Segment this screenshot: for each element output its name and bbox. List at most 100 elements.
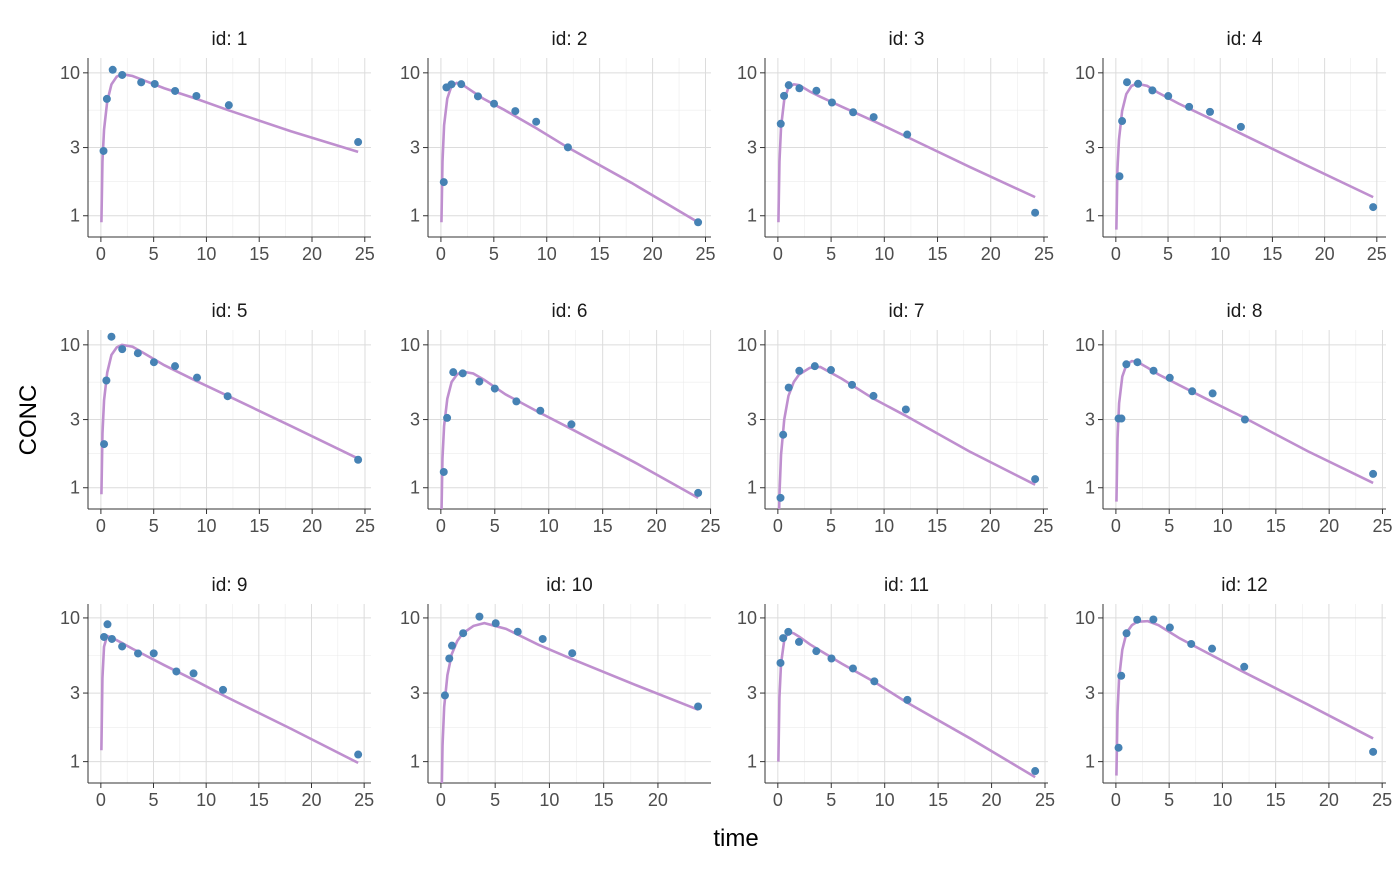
data-point	[1031, 767, 1040, 776]
x-tick-label: 10	[197, 516, 217, 536]
data-point	[354, 138, 363, 147]
x-tick-label: 10	[875, 790, 895, 810]
panel: 1 3 10 0 5 10 15 20 25 id: 2	[400, 29, 716, 264]
y-tick-label: 3	[1085, 138, 1095, 158]
data-point	[102, 376, 111, 385]
data-point	[443, 413, 452, 422]
data-point	[870, 677, 879, 686]
x-tick-label: 20	[648, 790, 668, 810]
data-point	[102, 94, 111, 103]
data-point	[149, 358, 158, 367]
x-tick-label: 15	[249, 244, 269, 264]
x-tick-label: 5	[490, 516, 500, 536]
x-tick-label: 15	[594, 790, 614, 810]
y-tick-label: 10	[737, 63, 757, 83]
data-point	[1236, 122, 1245, 131]
data-point	[848, 664, 857, 673]
data-point	[490, 384, 499, 393]
y-tick-label: 3	[747, 410, 757, 430]
data-point	[1117, 414, 1126, 423]
x-tick-label: 5	[149, 244, 159, 264]
x-tick-label: 15	[590, 244, 610, 264]
panel-title: id: 1	[212, 29, 248, 50]
x-tick-label: 15	[249, 516, 269, 536]
y-tick-label: 3	[747, 683, 757, 703]
x-tick-label: 25	[1372, 516, 1392, 536]
data-point	[189, 669, 198, 678]
y-tick-label: 3	[410, 410, 420, 430]
data-point	[1369, 747, 1378, 756]
data-point	[133, 349, 142, 358]
x-tick-label: 10	[537, 244, 557, 264]
data-point	[193, 373, 202, 382]
data-point	[827, 98, 836, 107]
x-tick-label: 0	[1111, 244, 1121, 264]
data-point	[1134, 79, 1143, 88]
x-tick-label: 20	[981, 244, 1001, 264]
x-tick-label: 20	[302, 244, 322, 264]
x-tick-label: 0	[96, 244, 106, 264]
panel-title: id: 10	[546, 575, 592, 596]
data-point	[694, 488, 703, 497]
data-point	[224, 101, 233, 110]
x-tick-label: 10	[874, 244, 894, 264]
x-tick-label: 20	[301, 790, 321, 810]
data-point	[1240, 415, 1249, 424]
x-tick-label: 15	[249, 790, 269, 810]
panel-title: id: 7	[889, 301, 925, 322]
data-point	[354, 750, 363, 759]
x-tick-label: 5	[149, 790, 159, 810]
data-point	[1114, 743, 1123, 752]
data-point	[780, 91, 789, 100]
panel: 1 3 10 0 5 10 15 20 25 id: 8	[1075, 301, 1393, 536]
data-point	[794, 637, 803, 646]
data-point	[784, 627, 793, 636]
data-point	[1133, 615, 1142, 624]
data-point	[1369, 203, 1378, 212]
panel: 1 3 10 0 5 10 15 20 25 id: 5	[60, 301, 375, 536]
panel-title: id: 4	[1227, 29, 1263, 50]
data-point	[118, 70, 127, 79]
x-tick-label: 0	[773, 790, 783, 810]
data-point	[869, 391, 878, 400]
data-point	[849, 108, 858, 117]
panel: 1 3 10 0 5 10 15 20 25 id: 11	[737, 575, 1055, 810]
data-point	[103, 620, 112, 629]
y-tick-label: 10	[737, 335, 757, 355]
x-tick-label: 20	[1315, 244, 1335, 264]
fitted-line	[1115, 359, 1374, 502]
data-point	[1208, 644, 1217, 653]
y-tick-label: 3	[747, 138, 757, 158]
x-tick-label: 20	[643, 244, 663, 264]
data-point	[568, 649, 577, 658]
x-axis-title: time	[713, 825, 758, 852]
data-point	[694, 702, 703, 711]
data-point	[449, 368, 458, 377]
data-point	[784, 383, 793, 392]
data-point	[149, 649, 158, 658]
data-point	[100, 440, 109, 449]
fitted-line	[440, 621, 699, 783]
data-point	[192, 91, 201, 100]
data-point	[107, 332, 116, 341]
y-tick-label: 3	[70, 138, 80, 158]
data-point	[475, 612, 484, 621]
data-point	[901, 405, 910, 414]
x-tick-label: 25	[1033, 516, 1053, 536]
panel: 1 3 10 0 5 10 15 20 25 id: 9	[60, 575, 374, 810]
panel-title: id: 6	[552, 301, 588, 322]
data-point	[137, 78, 146, 87]
data-point	[536, 406, 545, 415]
y-tick-label: 1	[1085, 206, 1095, 226]
data-point	[439, 467, 448, 476]
x-tick-label: 5	[149, 516, 159, 536]
x-tick-label: 5	[826, 516, 836, 536]
x-tick-label: 5	[489, 244, 499, 264]
data-point	[1208, 389, 1217, 398]
data-point	[1031, 475, 1040, 484]
fitted-line	[100, 634, 359, 765]
y-tick-label: 1	[410, 752, 420, 772]
fitted-line	[1115, 619, 1374, 776]
x-tick-label: 0	[96, 790, 106, 810]
x-tick-label: 15	[1266, 516, 1286, 536]
